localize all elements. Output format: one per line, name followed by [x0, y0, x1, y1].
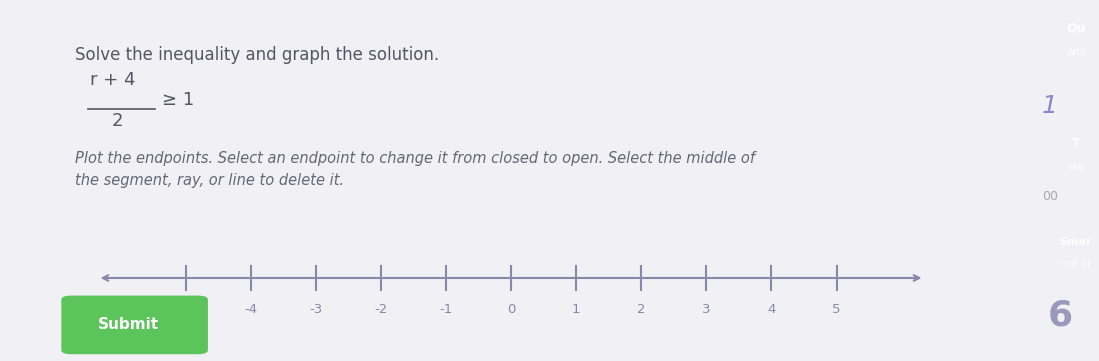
Text: 0: 0 [507, 303, 515, 316]
Text: -1: -1 [440, 303, 453, 316]
Text: -4: -4 [244, 303, 257, 316]
Text: 3: 3 [702, 303, 711, 316]
Text: 1: 1 [1042, 94, 1058, 118]
Text: 6: 6 [1047, 299, 1073, 333]
Text: -3: -3 [309, 303, 322, 316]
Text: -2: -2 [375, 303, 388, 316]
Text: Smar: Smar [1059, 237, 1092, 247]
FancyBboxPatch shape [62, 296, 208, 354]
Text: T: T [1072, 137, 1080, 150]
Text: 1: 1 [571, 303, 580, 316]
Text: Plot the endpoints. Select an endpoint to change it from closed to open. Select : Plot the endpoints. Select an endpoint t… [75, 151, 755, 188]
Text: 00: 00 [1042, 190, 1058, 203]
Text: -5: -5 [179, 303, 192, 316]
Text: 2: 2 [112, 112, 123, 130]
Text: Qu: Qu [1066, 21, 1086, 34]
Text: Solve the inequality and graph the solution.: Solve the inequality and graph the solut… [75, 46, 440, 64]
Text: Submit: Submit [98, 317, 159, 332]
Text: r + 4: r + 4 [90, 71, 135, 89]
Text: ela: ela [1067, 162, 1085, 172]
Text: 2: 2 [637, 303, 645, 316]
Text: 4: 4 [767, 303, 776, 316]
Text: ≥ 1: ≥ 1 [162, 91, 195, 109]
Text: 5: 5 [832, 303, 841, 316]
Text: out of: out of [1062, 258, 1090, 269]
Text: ans: ans [1066, 47, 1086, 57]
